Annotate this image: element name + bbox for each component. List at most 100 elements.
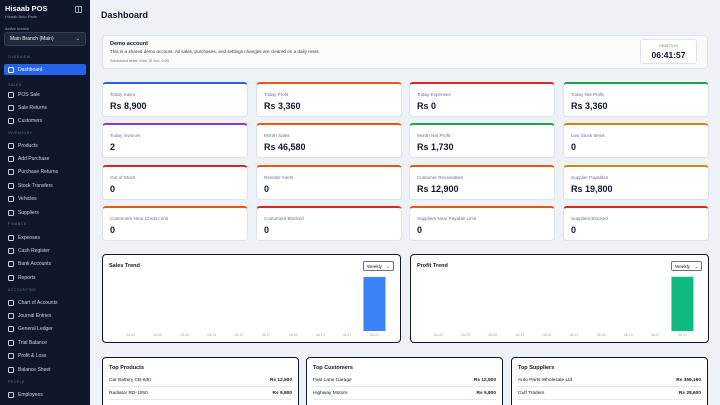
sidebar-item-label: POS Sale [18,91,40,98]
x-tick-label: 06-24 [678,333,687,337]
sidebar-item-label: Reports [18,274,36,281]
nav-section-accounting: ACCOUNTING [8,288,37,292]
chart-bar [671,276,694,331]
sidebar-item-trial-balance[interactable]: Trial Balance [4,337,86,348]
sidebar-item-products[interactable]: Products [4,140,86,151]
collapse-sidebar-icon[interactable] [75,6,82,13]
sidebar: Hisaab POS Hisaab Auto Parts Active bran… [0,0,90,405]
chart-bar [363,276,386,331]
stat-card-out-of-stock: Out of Stock 0 [102,165,248,200]
sidebar-item-label: Chart of Accounts [18,299,58,306]
sidebar-item-label: Bank Accounts [18,261,52,268]
chart-of-accounts-icon [8,299,14,306]
nav-section-inventory: INVENTORY [8,131,33,135]
sidebar-item-bank-accounts[interactable]: Bank Accounts [4,259,86,270]
sidebar-item-sale-returns[interactable]: Sale Returns [4,102,86,113]
chevron-down-icon: ⌄ [75,36,80,42]
sidebar-item-suppliers[interactable]: Suppliers [4,207,86,218]
sales-period-value: Weekly [367,264,382,269]
customers-icon [8,118,14,125]
stat-value: Rs 8,900 [110,101,147,111]
stat-label: Suppliers Near Payable Limit [417,216,477,221]
sidebar-item-balance-sheet[interactable]: Balance Sheet [4,364,86,375]
stat-value: 0 [110,225,116,235]
sidebar-item-pos-sale[interactable]: POS Sale [4,89,86,100]
stat-card-today-invoices: Today Invoices 2 [102,123,248,158]
demo-banner: Demo account This is a shared demo accou… [102,35,708,69]
add-purchase-icon [8,155,14,162]
nav-section-overview: OVERVIEW [8,55,31,59]
x-tick-label: 06-24 [370,333,379,337]
stat-value: Rs 12,900 [417,184,459,194]
demo-schedule: Scheduled reset: Mon 15 Jun, 0:00 [110,59,169,63]
page-title: Dashboard [101,10,149,20]
branch-select[interactable]: Main Branch (Main) ⌄ [4,32,86,46]
top-customers-card: Top Customers Fast Lane Garage Rs 12,500… [306,357,503,405]
sidebar-item-cash-register[interactable]: Cash Register [4,245,86,256]
top-products-card: Top Products Car Battery CB-630 Rs 12,50… [102,357,299,405]
trial-balance-icon [8,339,14,346]
sidebar-item-label: Journal Entries [18,312,52,319]
sidebar-item-expenses[interactable]: Expenses [4,232,86,243]
stat-value: Rs 3,360 [571,101,608,111]
item-amount: Rs 9,800 [272,391,292,396]
stat-card-supplier-payables: Supplier Payables Rs 19,800 [563,165,709,200]
top-suppliers-card: Top Suppliers Auto Parts Wholesale Ltd R… [511,357,708,405]
stat-label: Customers Blocked [264,216,304,221]
sidebar-item-dashboard[interactable]: Dashboard [4,64,86,75]
profit-period-value: Weekly [675,264,690,269]
sales-period-select[interactable]: Weekly ⌄ [363,261,394,271]
stat-card-today-net-profit: Today Net Profit Rs 3,360 [563,82,709,117]
sidebar-item-stock-transfers[interactable]: Stock Transfers [4,180,86,191]
item-amount: Rs 359,160 [676,378,701,383]
sidebar-item-reports[interactable]: Reports [4,272,86,283]
sidebar-item-vehicles[interactable]: Vehicles [4,194,86,205]
stat-label: Month Sales [264,133,290,138]
employees-icon [8,391,14,398]
stat-value: Rs 0 [417,101,437,111]
demo-text: This is a shared demo account. All sales… [110,49,320,54]
x-tick-label: 06-17 [651,333,660,337]
profit-period-select[interactable]: Weekly ⌄ [671,261,702,271]
brand-title: Hisaab POS [5,4,48,13]
stat-label: Suppliers Blocked [571,216,608,221]
vehicles-icon [8,196,14,203]
bank-accounts-icon [8,261,14,268]
sidebar-item-label: Cash Register [18,247,50,254]
expenses-icon [8,234,14,241]
brand-subtitle: Hisaab Auto Parts [5,14,38,19]
products-icon [8,142,14,149]
sidebar-item-chart-of-accounts[interactable]: Chart of Accounts [4,297,86,308]
x-tick-label: 04-22 [126,333,135,337]
profit-trend-card: Profit Trend Weekly ⌄ 04-22 04-29 05-06 05-… [410,254,709,343]
item-amount: Rs 12,500 [473,378,496,383]
chevron-down-icon: ⌄ [386,264,390,269]
sidebar-item-label: Dashboard [18,66,43,73]
stat-value: 0 [264,225,270,235]
sidebar-item-profit-loss[interactable]: Profit & Loss [4,351,86,362]
stat-label: Today Invoices [110,133,141,138]
stat-value: 2 [110,142,116,152]
demo-title: Demo account [110,41,148,47]
sidebar-item-add-purchase[interactable]: Add Purchase [4,153,86,164]
stat-value: Rs 3,360 [264,101,301,111]
stat-label: Today Sales [110,92,136,97]
list-item: Fast Lane Garage Rs 12,500 [313,375,496,387]
sidebar-item-journal-entries[interactable]: Journal Entries [4,310,86,321]
stat-card-low-stock-items: Low Stock Items 0 [563,123,709,158]
stat-label: Supplier Payables [571,175,609,180]
reset-time: 06:41:57 [651,50,686,60]
nav-section-finance: FINANCE [8,222,27,226]
sidebar-item-label: Vehicles [18,196,37,203]
stat-value: Rs 1,730 [417,142,454,152]
sidebar-item-general-ledger[interactable]: General Ledger [4,324,86,335]
sidebar-item-label: Profit & Loss [18,353,47,360]
sale-returns-icon [8,104,14,111]
sidebar-item-label: Trial Balance [18,339,47,346]
sidebar-item-label: Sale Returns [18,104,47,111]
sidebar-item-label: Balance Sheet [18,366,51,373]
sidebar-item-employees[interactable]: Employees [4,389,86,400]
sidebar-item-customers[interactable]: Customers [4,116,86,127]
top-suppliers-title: Top Suppliers [518,365,555,371]
sidebar-item-purchase-returns[interactable]: Purchase Returns [4,167,86,178]
